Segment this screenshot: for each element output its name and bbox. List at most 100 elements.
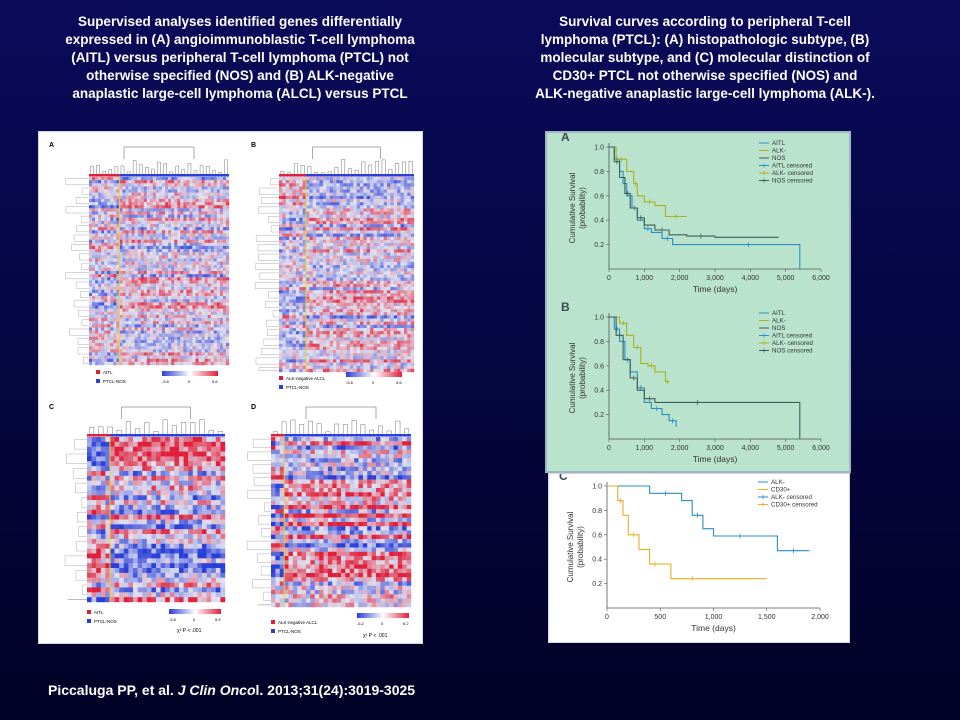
heatmap-cell bbox=[295, 192, 300, 197]
heatmap-cell bbox=[207, 318, 211, 322]
heatmap-cell bbox=[302, 202, 307, 206]
heatmap-cell bbox=[292, 302, 297, 307]
heatmap-cell bbox=[289, 208, 293, 212]
heatmap-cell bbox=[370, 199, 374, 203]
heatmap-cell bbox=[140, 330, 144, 334]
heatmap-cell bbox=[312, 271, 317, 275]
heatmap-cell bbox=[89, 321, 93, 325]
heatmap-cell bbox=[380, 283, 384, 288]
heatmap-cell bbox=[343, 205, 347, 209]
heatmap-cell bbox=[125, 327, 129, 331]
heatmap-cell bbox=[285, 327, 290, 332]
heatmap-cell bbox=[373, 318, 378, 322]
heatmap-cell bbox=[336, 214, 340, 219]
heatmap-cell bbox=[410, 312, 415, 316]
heatmap-cell bbox=[165, 314, 169, 319]
heatmap-cell bbox=[198, 177, 202, 181]
heatmap-cell bbox=[201, 355, 205, 359]
heatmap-cell bbox=[113, 177, 117, 181]
heatmap-cell bbox=[383, 177, 388, 181]
heatmap-cell bbox=[349, 227, 354, 231]
heatmap-cell bbox=[319, 208, 324, 212]
heatmap-cell bbox=[356, 205, 361, 209]
heatmap-cell bbox=[146, 180, 151, 184]
heatmap-cell bbox=[376, 334, 381, 338]
heatmap-cell bbox=[329, 205, 334, 209]
heatmap-cell bbox=[326, 337, 330, 341]
row-dendrogram-branch bbox=[81, 216, 89, 223]
heatmap-cell bbox=[366, 296, 371, 300]
heatmap-cell bbox=[393, 299, 398, 304]
heatmap-cell bbox=[122, 195, 126, 200]
heatmap-cell bbox=[213, 192, 218, 196]
heatmap-cell bbox=[366, 318, 371, 322]
heatmap-cell bbox=[326, 192, 330, 197]
heatmap-cell bbox=[292, 255, 297, 259]
heatmap-cell bbox=[137, 343, 141, 347]
heatmap-cell bbox=[195, 227, 199, 231]
heatmap-cell bbox=[189, 186, 193, 190]
heatmap-cell bbox=[319, 340, 324, 344]
heatmap-cell bbox=[360, 236, 364, 241]
heatmap-cell bbox=[346, 255, 351, 259]
heatmap-cell bbox=[407, 283, 411, 288]
heatmap-cell bbox=[339, 327, 344, 332]
heatmap-cell bbox=[403, 327, 408, 332]
heatmap-cell bbox=[299, 221, 303, 225]
heatmap-cell bbox=[213, 308, 218, 312]
heatmap-cell bbox=[162, 358, 166, 363]
heatmap-cell bbox=[168, 339, 172, 344]
heatmap-cell bbox=[152, 314, 157, 319]
heatmap-cell bbox=[143, 302, 148, 306]
heatmap-cell bbox=[219, 358, 224, 363]
heatmap-cell bbox=[131, 292, 135, 297]
heatmap-cell bbox=[225, 224, 230, 228]
heatmap-cell bbox=[306, 274, 310, 278]
heatmap-cell bbox=[302, 199, 307, 203]
heatmap-cell bbox=[400, 202, 405, 206]
heatmap-cell bbox=[370, 318, 374, 322]
heatmap-cell bbox=[116, 186, 120, 190]
heatmap-cell bbox=[168, 352, 172, 356]
heatmap-cell bbox=[168, 224, 172, 228]
heatmap-cell bbox=[143, 224, 148, 228]
heatmap-cell bbox=[171, 280, 175, 284]
heatmap-cell bbox=[356, 239, 361, 244]
heatmap-cell bbox=[282, 177, 286, 181]
dendrogram-branch bbox=[341, 159, 346, 177]
heatmap-cell bbox=[195, 211, 199, 215]
heatmap-cell bbox=[222, 252, 227, 256]
heatmap-cell bbox=[165, 180, 169, 184]
heatmap-cell bbox=[155, 324, 160, 328]
heatmap-cell bbox=[366, 309, 371, 313]
heatmap-cell bbox=[95, 305, 99, 309]
heatmap-cell bbox=[295, 243, 300, 247]
heatmap-cell bbox=[122, 321, 126, 325]
heatmap-cell bbox=[165, 249, 169, 253]
heatmap-cell bbox=[312, 324, 317, 329]
heatmap-cell bbox=[393, 230, 398, 234]
heatmap-cell bbox=[174, 220, 178, 225]
heatmap-cell bbox=[343, 233, 347, 237]
heatmap-cell bbox=[165, 318, 169, 322]
heatmap-cell bbox=[183, 227, 187, 231]
heatmap-cell bbox=[279, 268, 283, 272]
heatmap-cell bbox=[125, 361, 129, 366]
heatmap-cell bbox=[92, 245, 96, 250]
heatmap-cell bbox=[356, 261, 361, 266]
heatmap-cell bbox=[302, 296, 307, 300]
heatmap-cell bbox=[171, 296, 175, 300]
heatmap-cell bbox=[95, 214, 99, 218]
heatmap-cell bbox=[89, 252, 93, 256]
heatmap-cell bbox=[152, 264, 157, 269]
heatmap-cell bbox=[201, 289, 205, 294]
heatmap-cell bbox=[333, 315, 337, 319]
heatmap-cell bbox=[219, 339, 224, 344]
heatmap-cell bbox=[285, 324, 290, 329]
heatmap-cell bbox=[213, 217, 218, 222]
heatmap-cell bbox=[329, 299, 334, 304]
heatmap-cell bbox=[98, 208, 102, 212]
heatmap-cell bbox=[213, 361, 218, 366]
heatmap-cell bbox=[373, 243, 378, 247]
heatmap-cell bbox=[201, 183, 205, 187]
